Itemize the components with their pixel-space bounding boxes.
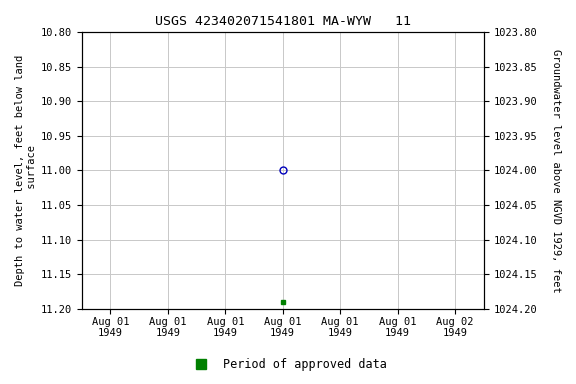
Title: USGS 423402071541801 MA-WYW   11: USGS 423402071541801 MA-WYW 11 xyxy=(155,15,411,28)
Y-axis label: Groundwater level above NGVD 1929, feet: Groundwater level above NGVD 1929, feet xyxy=(551,49,561,292)
Y-axis label: Depth to water level, feet below land
 surface: Depth to water level, feet below land su… xyxy=(15,55,37,286)
Legend: Period of approved data: Period of approved data xyxy=(185,354,391,376)
